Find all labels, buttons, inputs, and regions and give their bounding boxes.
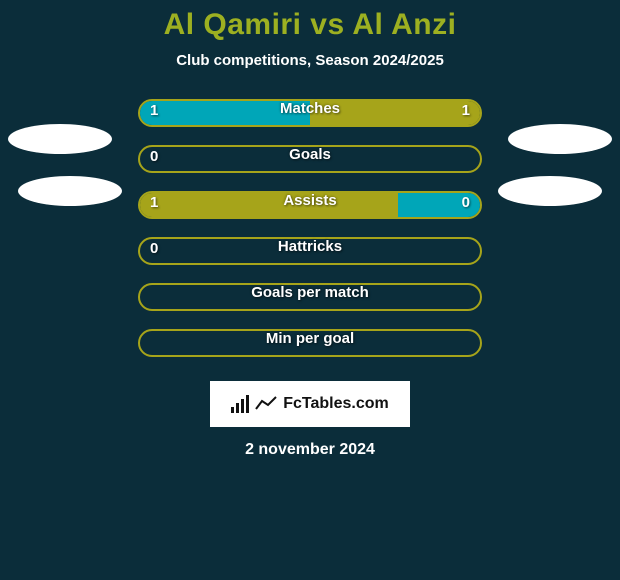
stat-value-left: 0 [150,148,158,165]
stat-bar [138,329,482,357]
stat-value-right: 0 [462,194,470,211]
bar-fill-left [140,101,310,125]
subtitle: Club competitions, Season 2024/2025 [0,52,620,69]
logo-line-icon [255,395,277,413]
logo-text: FcTables.com [283,395,389,413]
stat-value-right: 1 [462,102,470,119]
player-ellipse [498,176,602,206]
player-ellipse [508,124,612,154]
stat-value-left: 0 [150,240,158,257]
stat-value-left: 1 [150,194,158,211]
stat-bar [138,99,482,127]
player-ellipse [8,124,112,154]
comparison-card: Al Qamiri vs Al Anzi Club competitions, … [0,0,620,580]
player-ellipse [18,176,122,206]
stat-bar [138,237,482,265]
stat-row: Hattricks0 [0,235,620,281]
stat-row: Min per goal [0,327,620,373]
date-label: 2 november 2024 [0,441,620,459]
page-title: Al Qamiri vs Al Anzi [0,8,620,42]
logo-badge: FcTables.com [210,381,410,427]
stat-value-left: 1 [150,102,158,119]
bar-fill-left [140,193,398,217]
stat-bar [138,145,482,173]
stat-bar [138,191,482,219]
stat-bar [138,283,482,311]
stat-row: Goals per match [0,281,620,327]
logo-bars-icon [231,395,249,413]
bar-fill-right [310,101,480,125]
